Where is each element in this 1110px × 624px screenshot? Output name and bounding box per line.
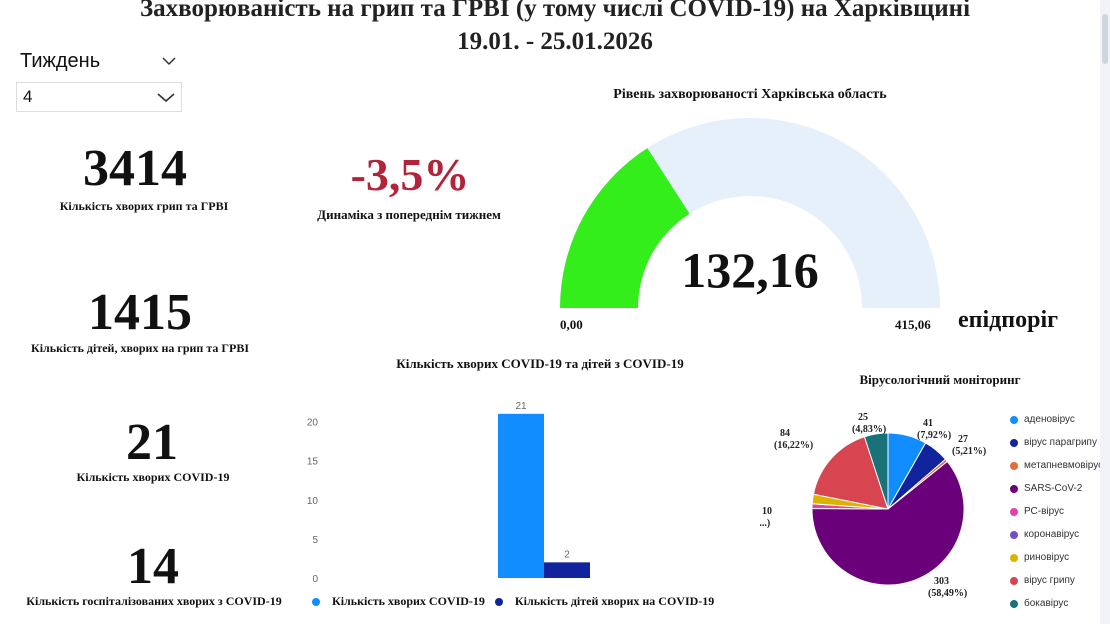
covid-bar-chart: 0 5 10 15 20 21 2 bbox=[307, 401, 590, 585]
bar-chart-title: Кількість хворих COVID-19 та дітей з COV… bbox=[396, 356, 684, 371]
kpi-covid-value: 21 bbox=[126, 414, 178, 471]
gauge-max-label: 415,06 bbox=[895, 317, 931, 332]
pie-slice bbox=[811, 460, 965, 586]
pie-data-label: 25 (4,83%) bbox=[852, 412, 886, 435]
legend-dot bbox=[1010, 530, 1018, 539]
legend-dot bbox=[1010, 576, 1018, 585]
legend-dot-covid bbox=[312, 597, 320, 606]
kpi-flu-total-label: Кількість хворих грип та ГРВІ bbox=[59, 199, 229, 213]
week-filter-label: Тиждень bbox=[20, 50, 101, 72]
gauge-value: 132,16 bbox=[681, 242, 819, 298]
virus-pie-chart: 41(7,92%)27(5,21%) 303(58,49%) 10(...) 84(1… bbox=[760, 412, 986, 599]
y-tick-label: 15 bbox=[307, 457, 319, 468]
vertical-scrollbar[interactable] bbox=[1100, 0, 1110, 624]
scrollbar-thumb[interactable] bbox=[1102, 14, 1108, 64]
bar-covid bbox=[498, 413, 544, 578]
pie-legend-item[interactable]: метапневмовірус bbox=[1010, 454, 1110, 477]
pie-legend-item[interactable]: бокавірус bbox=[1010, 592, 1110, 615]
pie-chart-title: Вірусологічний моніторинг bbox=[859, 372, 1021, 387]
legend-label: риновірус bbox=[1024, 552, 1070, 563]
legend-label: аденовірус bbox=[1024, 414, 1075, 425]
legend-dot bbox=[1010, 461, 1018, 470]
legend-label: коронавірус bbox=[1024, 529, 1080, 540]
legend-dot-children bbox=[494, 597, 503, 606]
week-select[interactable]: 4 bbox=[16, 82, 182, 112]
legend-label: SARS-CoV-2 bbox=[1024, 483, 1083, 494]
legend-dot bbox=[1010, 415, 1018, 424]
y-tick-label: 20 bbox=[307, 418, 319, 429]
legend-label-covid: Кількість хворих COVID-19 bbox=[332, 594, 485, 608]
bar-chart-legend: Кількість хворих COVID-19 Кількість діте… bbox=[312, 594, 714, 609]
legend-dot bbox=[1010, 507, 1018, 516]
week-select-value: 4 bbox=[23, 87, 33, 106]
pie-legend: аденовірус вірус парагрипу метапневмовірус… bbox=[1010, 408, 1110, 615]
pie-legend-item[interactable]: РС-вірус bbox=[1010, 500, 1110, 523]
pie-legend-item[interactable]: SARS-CoV-2 bbox=[1010, 477, 1110, 500]
pie-slice bbox=[863, 432, 889, 510]
legend-dot bbox=[1010, 438, 1018, 447]
legend-dot bbox=[1010, 484, 1018, 493]
pie-data-label: 27 (5,21%) bbox=[952, 434, 986, 457]
legend-label: метапневмовірус bbox=[1024, 460, 1104, 471]
legend-label-children: Кількість дітей хворих на COVID-19 bbox=[514, 594, 715, 608]
legend-label: вірус грипу bbox=[1024, 575, 1075, 586]
y-tick-label: 0 bbox=[312, 574, 318, 585]
pie-legend-item[interactable]: аденовірус bbox=[1010, 408, 1110, 431]
y-tick-label: 5 bbox=[312, 535, 318, 546]
gauge-min-label: 0,00 bbox=[560, 317, 583, 332]
legend-label: бокавірус bbox=[1024, 598, 1069, 609]
kpi-children-value: 1415 bbox=[88, 284, 192, 341]
pie-data-label: 84 (16,22%) bbox=[774, 428, 813, 451]
legend-dot bbox=[1010, 553, 1018, 562]
bar-children bbox=[544, 562, 590, 578]
pie-legend-item[interactable]: риновірус bbox=[1010, 546, 1110, 569]
epidemic-threshold-label: епідпоріг bbox=[958, 307, 1059, 333]
pie-slice bbox=[812, 436, 889, 510]
dynamics-label: Динаміка з попереднім тижнем bbox=[317, 207, 501, 222]
pie-legend-item[interactable]: коронавірус bbox=[1010, 523, 1110, 546]
dashboard-title: Захворюваність на грип та ГРВІ (у тому ч… bbox=[139, 0, 971, 22]
pie-data-label: 10(...) bbox=[760, 506, 772, 529]
pie-data-label: 303 (58,49%) bbox=[928, 576, 967, 599]
legend-label: вірус парагрипу bbox=[1024, 437, 1097, 448]
y-tick-label: 10 bbox=[307, 496, 319, 507]
incidence-gauge bbox=[560, 118, 940, 308]
kpi-covid-label: Кількість хворих COVID-19 bbox=[76, 470, 230, 484]
kpi-hospitalized-value: 14 bbox=[127, 538, 179, 595]
kpi-flu-total-value: 3414 bbox=[83, 140, 187, 197]
chevron-down-icon[interactable] bbox=[162, 56, 176, 66]
pie-legend-item[interactable]: вірус парагрипу bbox=[1010, 431, 1110, 454]
dynamics-value: -3,5% bbox=[350, 149, 470, 200]
legend-dot bbox=[1010, 599, 1018, 608]
dashboard-date-range: 19.01. - 25.01.2026 bbox=[457, 28, 653, 55]
pie-legend-item[interactable]: вірус грипу bbox=[1010, 569, 1110, 592]
kpi-hospitalized-label: Кількість госпіталізованих хворих з COVI… bbox=[26, 594, 282, 608]
gauge-title: Рівень захворюваності Харківська область bbox=[613, 87, 887, 102]
pie-data-label: 41 (7,92%) bbox=[917, 418, 951, 441]
kpi-children-label: Кількість дітей, хворих на грип та ГРВІ bbox=[31, 341, 249, 355]
legend-label: РС-вірус bbox=[1024, 506, 1064, 517]
bar-data-label: 21 bbox=[515, 401, 527, 412]
bar-data-label: 2 bbox=[564, 549, 570, 560]
chevron-down-icon bbox=[157, 93, 175, 103]
gauge-fill bbox=[560, 148, 690, 308]
